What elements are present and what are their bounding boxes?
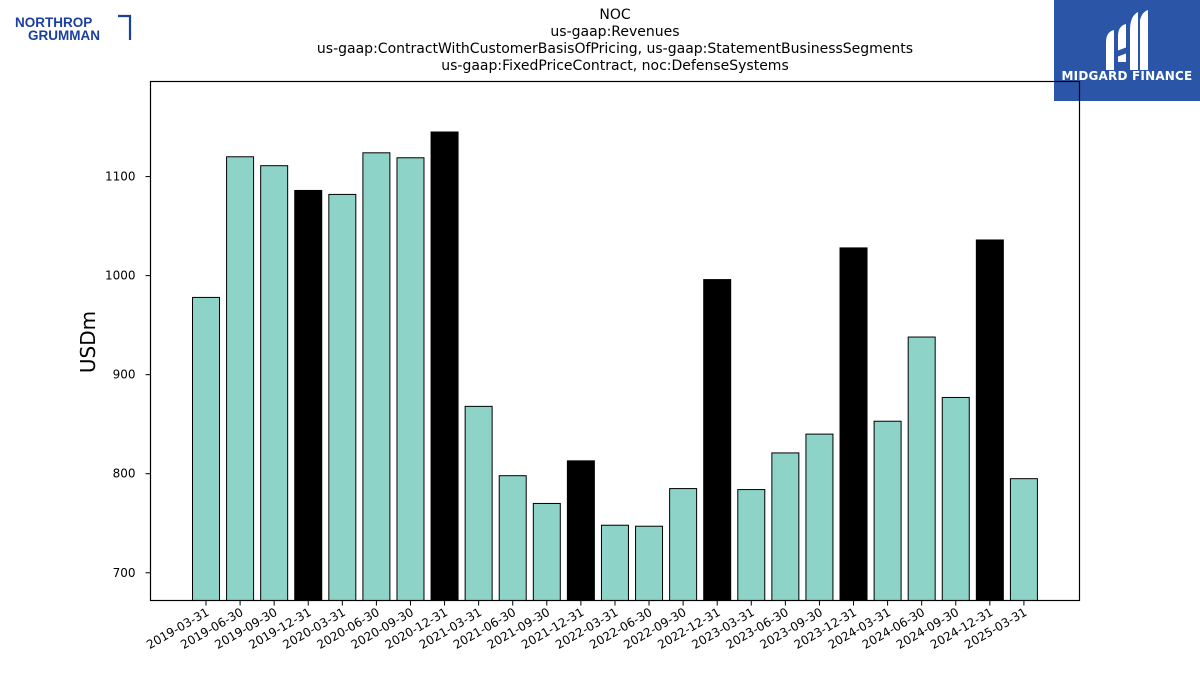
- title-line-1: NOC: [599, 7, 631, 23]
- y-tick-label: 700: [113, 566, 136, 580]
- bar-2022-09-30: [669, 488, 698, 601]
- title-line-4: us-gaap:FixedPriceContract, noc:DefenseS…: [441, 58, 789, 74]
- y-axis-label: USDm: [76, 311, 100, 373]
- x-axis: 2019-03-312019-06-302019-09-302019-12-31…: [144, 600, 1029, 652]
- bar-2021-09-30: [532, 502, 561, 601]
- plot-frame: [149, 80, 1081, 602]
- bar-2025-03-31: [1009, 478, 1038, 602]
- y-tick-label: 900: [113, 368, 136, 382]
- bar-2019-12-31: [294, 189, 323, 601]
- title-line-2: us-gaap:Revenues: [550, 24, 680, 40]
- bar-2023-06-30: [771, 452, 800, 602]
- y-tick-label: 800: [113, 467, 136, 481]
- bar-2024-03-31: [873, 420, 902, 602]
- bar-2023-03-31: [737, 489, 766, 602]
- bar-2022-12-31: [703, 279, 732, 601]
- bar-2019-06-30: [226, 156, 255, 602]
- y-tick-label: 1000: [105, 269, 136, 283]
- logo-line-2: GRUMMAN: [28, 28, 100, 43]
- bar-2021-06-30: [498, 475, 527, 602]
- bar-2022-06-30: [635, 525, 664, 601]
- bar-2024-12-31: [975, 239, 1004, 601]
- bar-2024-09-30: [941, 396, 970, 601]
- bar-2024-06-30: [907, 336, 936, 601]
- bar-2019-09-30: [260, 165, 289, 601]
- northrop-grumman-logo: NORTHROP GRUMMAN: [15, 14, 132, 43]
- bar-2019-03-31: [192, 296, 220, 601]
- bar-2020-09-30: [396, 157, 425, 602]
- midgard-mark-icon: [1106, 10, 1148, 70]
- logo-line-1: NORTHROP: [15, 15, 92, 30]
- chart-title: NOC us-gaap:Revenues us-gaap:ContractWit…: [0, 7, 1200, 75]
- y-tick-label: 1100: [105, 170, 136, 184]
- bar-2020-12-31: [430, 131, 459, 601]
- bar-2020-06-30: [362, 152, 391, 601]
- title-line-3: us-gaap:ContractWithCustomerBasisOfPrici…: [316, 41, 914, 57]
- bar-2021-12-31: [566, 460, 595, 601]
- bars-group: [192, 131, 1038, 602]
- bar-2023-12-31: [839, 247, 868, 601]
- bar-2023-09-30: [805, 433, 834, 601]
- y-axis: 700 800 900 1000 1100: [105, 170, 151, 580]
- midgard-finance-logo: MIDGARD FINANCE: [1054, 0, 1200, 101]
- bar-2021-03-31: [464, 405, 493, 601]
- bar-2022-03-31: [600, 524, 629, 601]
- bar-2020-03-31: [328, 193, 357, 601]
- midgard-logo-text: MIDGARD FINANCE: [1061, 69, 1193, 83]
